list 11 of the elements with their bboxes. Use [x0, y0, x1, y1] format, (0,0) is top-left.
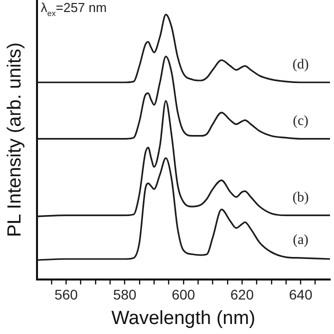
series-label: (c)	[292, 114, 309, 129]
x-tick-label: 600	[172, 286, 196, 303]
x-tick-label: 580	[113, 286, 137, 303]
x-tick-label: 620	[230, 286, 254, 303]
x-axis-title: Wavelength (nm)	[111, 308, 256, 329]
y-axis-title: PL Intensity (arb. units)	[4, 42, 26, 238]
series-label: (b)	[292, 190, 310, 206]
x-tick-label: 560	[54, 286, 78, 303]
series-label: (a)	[292, 232, 309, 248]
series-label: (d)	[292, 57, 310, 72]
x-tick-label: 640	[289, 286, 313, 303]
